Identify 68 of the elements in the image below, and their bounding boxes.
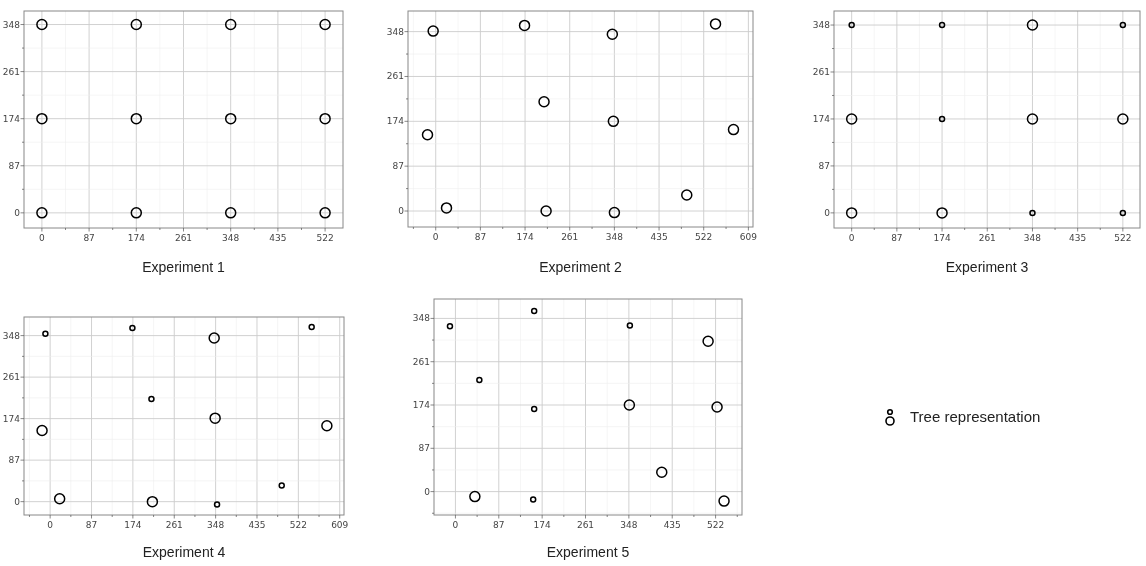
x-tick-label: 435 bbox=[663, 520, 681, 530]
x-tick-label: 0 bbox=[47, 520, 54, 530]
x-tick-label: 261 bbox=[561, 232, 579, 242]
x-tick-label: 87 bbox=[474, 232, 487, 242]
text: Experiment 2 bbox=[539, 259, 622, 275]
y-tick-label: 348 bbox=[412, 313, 431, 324]
x-tick-label: 87 bbox=[493, 520, 505, 530]
x-tick-label: 609 bbox=[331, 520, 349, 530]
text: Experiment 4 bbox=[142, 544, 226, 560]
y-tick-label: 0 bbox=[14, 496, 21, 507]
x-tick-label: 522 bbox=[289, 520, 307, 530]
x-tick-label: 174 bbox=[533, 520, 552, 530]
y-tick-label: 261 bbox=[386, 71, 404, 82]
x-tick-label: 348 bbox=[620, 520, 638, 530]
y-tick-label: 0 bbox=[398, 206, 405, 217]
x-tick-label: 522 bbox=[706, 520, 725, 530]
y-tick-label: 87 bbox=[392, 161, 404, 172]
x-tick-label: 174 bbox=[516, 232, 534, 242]
x-tick-label: 522 bbox=[1114, 233, 1132, 243]
y-tick-label: 87 bbox=[818, 160, 830, 171]
x-tick-label: 174 bbox=[124, 520, 142, 530]
y-tick-label: 87 bbox=[8, 455, 20, 466]
y-tick-label: 87 bbox=[418, 443, 430, 454]
x-tick-label: 435 bbox=[248, 520, 266, 530]
x-tick-label: 348 bbox=[1023, 233, 1042, 243]
y-tick-label: 0 bbox=[824, 207, 831, 218]
x-tick-label: 522 bbox=[695, 232, 713, 242]
y-tick-label: 261 bbox=[2, 372, 20, 383]
x-tick-label: 435 bbox=[650, 232, 668, 242]
x-tick-label: 0 bbox=[432, 232, 439, 242]
x-tick-label: 87 bbox=[85, 520, 98, 530]
y-tick-label: 87 bbox=[8, 160, 20, 171]
x-tick-label: 174 bbox=[933, 233, 951, 243]
text: Tree representation bbox=[910, 408, 1041, 425]
y-tick-label: 348 bbox=[386, 26, 405, 37]
y-tick-label: 348 bbox=[812, 20, 831, 31]
x-tick-label: 348 bbox=[222, 233, 240, 243]
x-tick-label: 261 bbox=[174, 233, 193, 243]
y-tick-label: 174 bbox=[812, 113, 831, 124]
x-tick-label: 0 bbox=[848, 233, 855, 243]
text: Experiment 1 bbox=[142, 259, 225, 275]
y-tick-label: 174 bbox=[386, 116, 405, 127]
y-tick-label: 348 bbox=[2, 330, 21, 341]
x-tick-label: 261 bbox=[978, 233, 996, 243]
y-tick-label: 174 bbox=[412, 400, 431, 411]
x-tick-label: 348 bbox=[605, 232, 624, 242]
x-tick-label: 435 bbox=[1069, 233, 1087, 243]
text: Experiment 3 bbox=[945, 259, 1029, 275]
x-tick-label: 87 bbox=[83, 233, 95, 243]
text: Experiment 5 bbox=[546, 544, 630, 560]
y-tick-label: 0 bbox=[14, 207, 21, 218]
x-tick-label: 0 bbox=[452, 520, 459, 530]
x-tick-label: 435 bbox=[269, 233, 287, 243]
x-tick-label: 261 bbox=[165, 520, 183, 530]
y-tick-label: 174 bbox=[2, 413, 21, 424]
x-tick-label: 0 bbox=[39, 233, 46, 243]
y-tick-label: 261 bbox=[412, 356, 430, 367]
y-tick-label: 261 bbox=[812, 67, 830, 77]
x-tick-label: 609 bbox=[739, 232, 758, 242]
x-tick-label: 261 bbox=[576, 520, 595, 530]
y-tick-label: 0 bbox=[424, 486, 431, 497]
x-tick-label: 174 bbox=[127, 233, 146, 243]
y-tick-label: 174 bbox=[2, 113, 21, 124]
y-tick-label: 261 bbox=[2, 66, 20, 77]
x-tick-label: 522 bbox=[316, 233, 334, 243]
x-tick-label: 87 bbox=[891, 233, 903, 243]
y-tick-label: 348 bbox=[2, 19, 21, 30]
x-tick-label: 348 bbox=[207, 520, 225, 530]
